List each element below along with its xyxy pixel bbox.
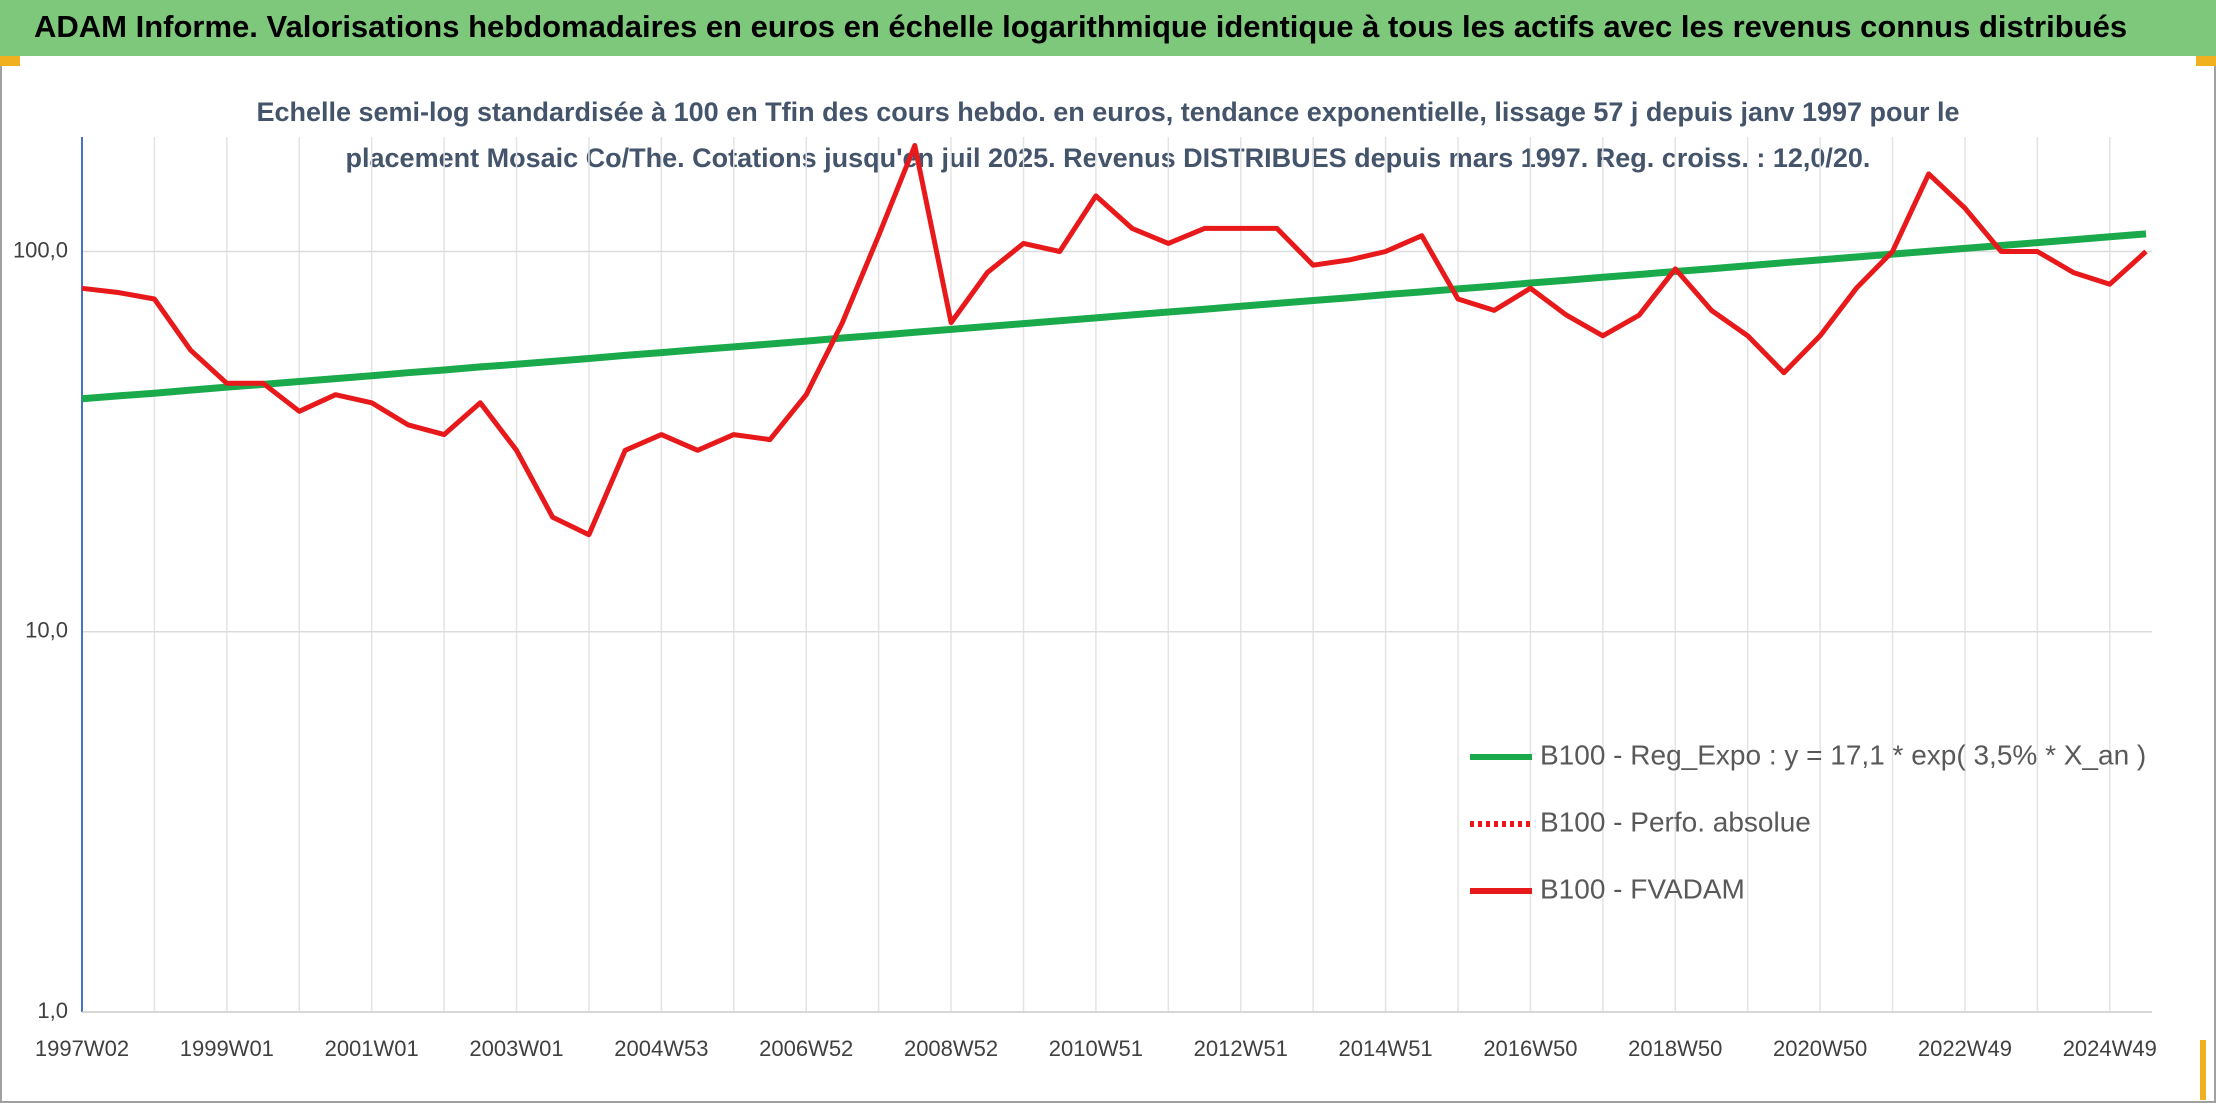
x-tick-label: 2003W01 xyxy=(469,1036,563,1061)
chart-title: ADAM Informe. Valorisations hebdomadaire… xyxy=(34,9,2127,44)
x-tick-label: 2016W50 xyxy=(1483,1036,1577,1061)
x-tick-label: 2008W52 xyxy=(904,1036,998,1061)
x-tick-label: 2018W50 xyxy=(1628,1036,1722,1061)
y-tick-label: 1,0 xyxy=(37,998,68,1023)
x-tick-label: 1999W01 xyxy=(180,1036,274,1061)
x-tick-label: 2022W49 xyxy=(1918,1036,2012,1061)
x-tick-label: 2020W50 xyxy=(1773,1036,1867,1061)
series-line xyxy=(81,230,2147,403)
y-tick-label: 100,0 xyxy=(13,237,68,262)
chart-subtitle: placement Mosaic Co/The. Cotations jusqu… xyxy=(346,143,1871,173)
x-tick-label: 2024W49 xyxy=(2063,1036,2157,1061)
legend-label: B100 - Reg_Expo : y = 17,1 * exp( 3,5% *… xyxy=(1540,739,2146,770)
series-line xyxy=(81,143,2148,538)
x-tick-label: 1997W02 xyxy=(35,1036,129,1061)
legend-label: B100 - FVADAM xyxy=(1540,873,1745,904)
corner-mark xyxy=(0,56,20,66)
x-tick-label: 2001W01 xyxy=(325,1036,419,1061)
x-tick-label: 2004W53 xyxy=(614,1036,708,1061)
corner-mark xyxy=(2196,56,2216,66)
x-tick-label: 2014W51 xyxy=(1338,1036,1432,1061)
x-tick-label: 2006W52 xyxy=(759,1036,853,1061)
legend-label: B100 - Perfo. absolue xyxy=(1540,806,1811,837)
corner-mark xyxy=(2200,1040,2206,1100)
title-banner xyxy=(0,0,2216,56)
x-tick-label: 2010W51 xyxy=(1049,1036,1143,1061)
chart-subtitle: Echelle semi-log standardisée à 100 en T… xyxy=(256,97,1959,127)
y-tick-label: 10,0 xyxy=(25,618,68,643)
x-tick-label: 2012W51 xyxy=(1194,1036,1288,1061)
